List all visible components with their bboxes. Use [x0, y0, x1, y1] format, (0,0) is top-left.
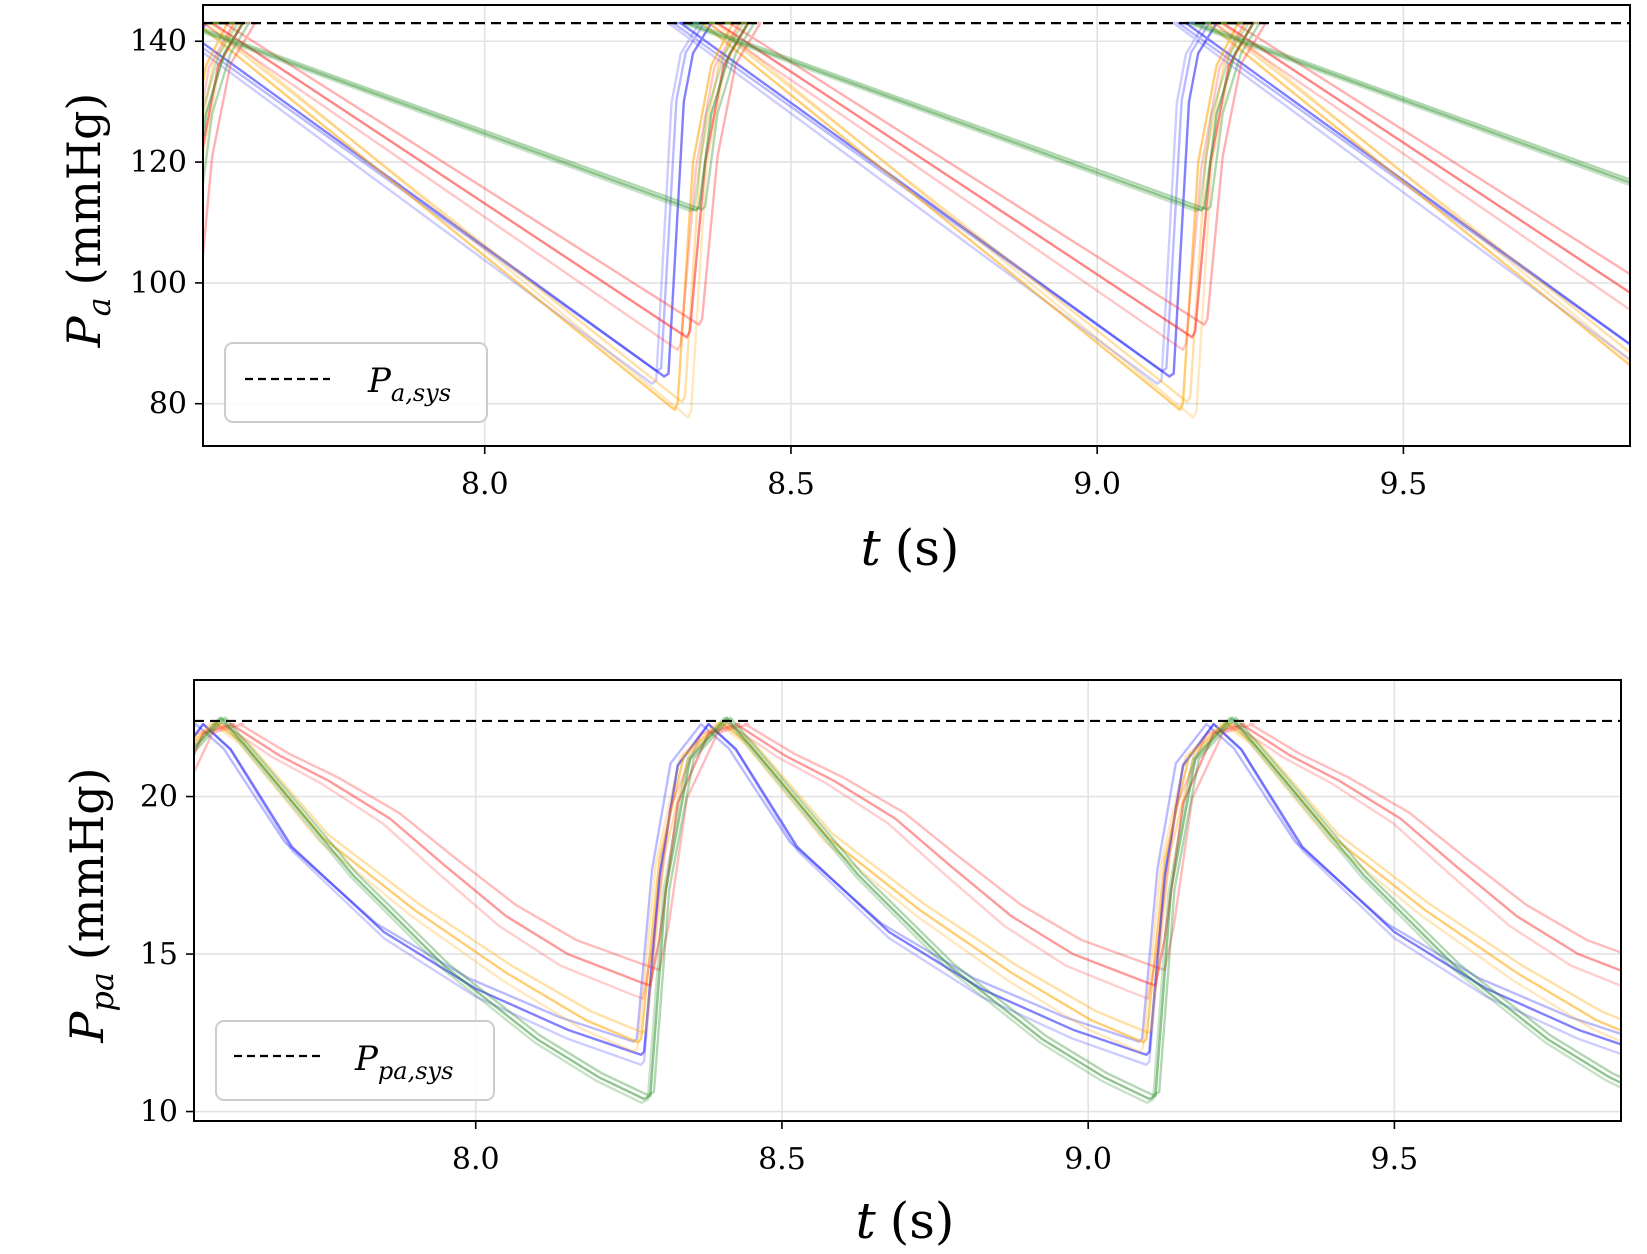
series-group-top [203, 21, 1630, 419]
series-line-red [203, 21, 1630, 326]
x-axis-title-bottom: t (s) [856, 1192, 955, 1250]
series-line-orange [194, 721, 1621, 1053]
legend-label-bottom: Ppa,sys [354, 1039, 453, 1085]
y-axis-title-top: Pa(mmHg) [57, 93, 118, 349]
legend-box-top [224, 342, 488, 423]
y-axis-title-bottom: Ppa(mmHg) [60, 767, 121, 1043]
series-line-orange [194, 721, 1621, 1034]
series-line-red [194, 722, 1621, 987]
series-line-blue [203, 21, 1630, 385]
series-line-blue [203, 21, 1630, 373]
x-ticks-bottom: 8.0 8.5 9.0 9.5 [452, 1121, 1418, 1177]
y-tick-label: 140 [130, 24, 187, 59]
series-line-blue [194, 722, 1621, 1056]
legend-label-top: Pa,sys [367, 361, 451, 407]
series-line-orange [194, 721, 1621, 1044]
series-line-green [194, 716, 1621, 1097]
plot-frame-top [202, 4, 1631, 447]
y-tick-label: 15 [140, 937, 178, 972]
series-line-green [203, 21, 1630, 211]
grid-bottom [194, 680, 1621, 1121]
x-tick-label: 8.0 [461, 467, 509, 502]
x-tick-label: 9.5 [1371, 1142, 1419, 1177]
x-tick-label: 8.0 [452, 1142, 500, 1177]
chart-top: 8.0 8.5 9.0 9.5 80 100 120 140 Pa,sys Pa(mmHg)… [57, 4, 1631, 577]
y-tick-label: 100 [130, 266, 187, 301]
series-group-bottom [194, 716, 1621, 1104]
y-tick-label: 20 [140, 780, 178, 815]
series-line-green [203, 21, 1630, 213]
x-tick-label: 8.5 [758, 1142, 806, 1177]
series-line-green [203, 21, 1630, 212]
y-tick-label: 80 [149, 387, 187, 422]
x-axis-title-top: t (s) [861, 519, 960, 577]
legend-bottom: Ppa,sys [215, 1020, 495, 1101]
series-line-blue [194, 722, 1621, 1043]
y-ticks-bottom: 10 15 20 [140, 780, 194, 1130]
y-tick-label: 120 [130, 145, 187, 180]
series-line-green [194, 716, 1621, 1104]
y-tick-label: 10 [140, 1095, 178, 1130]
series-line-orange [203, 21, 1630, 404]
series-line-red [194, 722, 1621, 1000]
x-tick-label: 9.0 [1073, 467, 1121, 502]
x-tick-label: 9.0 [1064, 1142, 1112, 1177]
chart-bottom: 8.0 8.5 9.0 9.5 10 15 20 Ppa,sys Ppa(mmHg) t(… [60, 679, 1622, 1250]
x-tick-label: 8.5 [767, 467, 815, 502]
legend-top: Pa,sys [224, 342, 488, 423]
series-line-blue [194, 722, 1621, 1066]
series-line-red [194, 722, 1621, 972]
series-line-red [203, 21, 1630, 351]
x-tick-label: 9.5 [1380, 467, 1428, 502]
plot-frame-bottom [193, 679, 1622, 1122]
legend-box-bottom [215, 1020, 495, 1101]
y-ticks-top: 80 100 120 140 [130, 24, 203, 422]
x-ticks-top: 8.0 8.5 9.0 9.5 [461, 446, 1427, 502]
series-line-green [194, 716, 1621, 1101]
